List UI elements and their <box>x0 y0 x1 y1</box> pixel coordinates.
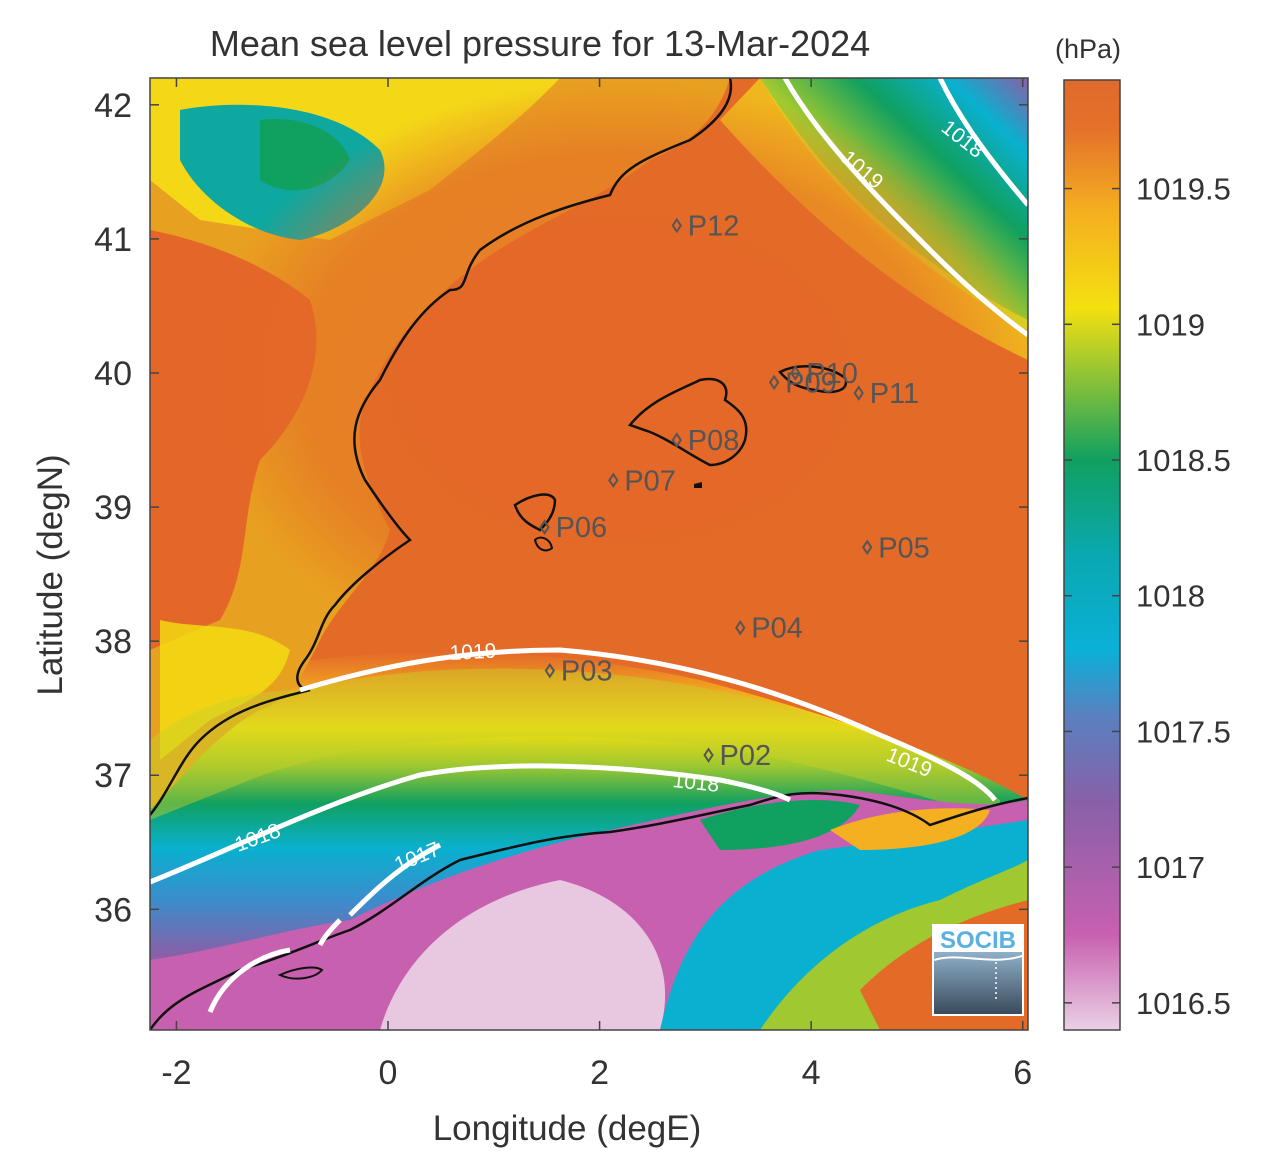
field-south-yellow-band <box>150 668 1000 820</box>
station-label: P06 <box>556 512 608 544</box>
island-alboran <box>277 966 324 980</box>
contour-label-1019-s-left: 1019 <box>449 640 497 665</box>
x-tick-label: 0 <box>379 1054 398 1092</box>
colorbar-tick-label: 1017.5 <box>1136 714 1231 749</box>
station-label: P08 <box>688 425 740 457</box>
station-label: P05 <box>878 532 930 564</box>
colorbar-tick-label: 1019.5 <box>1136 172 1231 207</box>
station-marker <box>853 385 864 401</box>
island-formentera <box>533 536 554 552</box>
station-label: P03 <box>561 656 613 688</box>
x-axis: -2 0 2 4 6 <box>161 78 1032 1092</box>
socib-logo: SOCIB <box>932 924 1024 1016</box>
island-mallorca <box>627 377 748 467</box>
colorbar-unit: (hPa) <box>1055 34 1121 64</box>
pressure-field: 1019 1018 1019 1019 1018 1018 1017 P02P0… <box>150 78 1028 1030</box>
coastline-iberia <box>150 78 733 816</box>
contour-label-1018-s-right: 1018 <box>671 769 720 797</box>
colorbar-tick-label: 1019 <box>1136 307 1205 342</box>
x-tick-label: 4 <box>802 1054 821 1092</box>
coastline-africa <box>150 791 1028 1030</box>
colorbar-tick-label: 1016.5 <box>1136 986 1231 1021</box>
x-axis-label: Longitude (degE) <box>433 1109 702 1148</box>
colorbar-ticks: 1016.5 1017 1017.5 1018 1018.5 1019 1019.5 <box>1064 172 1231 1021</box>
station-marker <box>671 217 683 234</box>
contour-1018-south <box>150 763 792 885</box>
station-marker <box>608 472 619 489</box>
station-marker <box>862 539 873 556</box>
island-cabrera <box>694 482 702 488</box>
y-tick-label: 41 <box>94 221 132 259</box>
station-label: P07 <box>624 465 676 497</box>
station-marker <box>544 662 556 679</box>
island-menorca <box>778 365 848 394</box>
colorbar <box>1063 79 1121 1031</box>
contour-1018-northeast <box>937 78 1028 207</box>
plot-frame <box>149 77 1029 1031</box>
station-label: P11 <box>870 378 919 410</box>
y-tick-label: 39 <box>94 489 132 527</box>
colorbar-tick-label: 1018.5 <box>1136 443 1231 478</box>
station-label: P04 <box>751 613 803 645</box>
x-tick-label: 6 <box>1013 1054 1032 1092</box>
y-tick-label: 42 <box>94 87 132 125</box>
island-ibiza <box>513 493 557 532</box>
colorbar-tick-label: 1017 <box>1136 850 1205 885</box>
station-marker <box>735 619 746 636</box>
contour-1019-northeast <box>782 78 1028 338</box>
iberia-coast-yellow <box>160 620 290 760</box>
colorbar-tick-label: 1018 <box>1136 579 1205 614</box>
y-axis-label: Latitude (degN) <box>31 454 70 695</box>
contour-1017-south <box>207 842 442 1013</box>
y-tick-label: 40 <box>94 355 132 393</box>
y-tick-label: 37 <box>94 757 132 795</box>
contour-1019-south <box>299 647 997 802</box>
y-tick-label: 38 <box>94 623 132 661</box>
station-marker <box>703 747 714 763</box>
x-tick-label: 2 <box>590 1054 609 1092</box>
map-title: Mean sea level pressure for 13-Mar-2024 <box>210 23 870 64</box>
africa-coastal-green <box>700 800 860 850</box>
station-label: P09 <box>785 367 837 399</box>
station-label: P02 <box>720 740 772 772</box>
y-axis: 36 37 38 39 40 41 42 <box>94 87 1028 929</box>
y-tick-label: 36 <box>94 891 132 929</box>
station-marker <box>790 365 801 381</box>
station-marker <box>768 374 780 391</box>
x-tick-label: -2 <box>161 1054 191 1092</box>
station-label: P10 <box>806 358 858 390</box>
socib-logo-text: SOCIB <box>940 927 1016 954</box>
station-marker <box>671 432 683 448</box>
africa-light-region <box>380 880 666 1030</box>
station-label: P12 <box>688 210 740 242</box>
station-marker <box>539 519 550 535</box>
field-high-core <box>200 80 1028 680</box>
